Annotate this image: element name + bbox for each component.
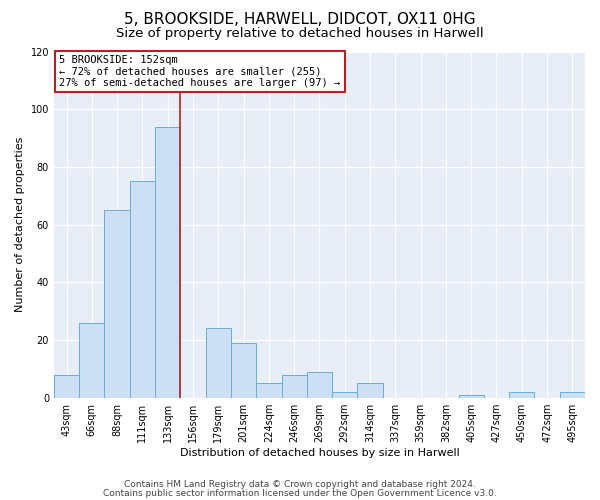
Bar	[231, 343, 256, 398]
Bar	[509, 392, 535, 398]
Bar	[104, 210, 130, 398]
Text: Size of property relative to detached houses in Harwell: Size of property relative to detached ho…	[116, 28, 484, 40]
Bar	[358, 384, 383, 398]
Bar	[307, 372, 332, 398]
Bar	[281, 374, 307, 398]
Text: Contains public sector information licensed under the Open Government Licence v3: Contains public sector information licen…	[103, 488, 497, 498]
Text: 5, BROOKSIDE, HARWELL, DIDCOT, OX11 0HG: 5, BROOKSIDE, HARWELL, DIDCOT, OX11 0HG	[124, 12, 476, 28]
Bar	[332, 392, 358, 398]
Bar	[560, 392, 585, 398]
Bar	[155, 126, 181, 398]
Bar	[79, 322, 104, 398]
Bar	[54, 374, 79, 398]
Bar	[256, 384, 281, 398]
Bar	[206, 328, 231, 398]
Bar	[458, 395, 484, 398]
Text: 5 BROOKSIDE: 152sqm
← 72% of detached houses are smaller (255)
27% of semi-detac: 5 BROOKSIDE: 152sqm ← 72% of detached ho…	[59, 55, 340, 88]
Text: Contains HM Land Registry data © Crown copyright and database right 2024.: Contains HM Land Registry data © Crown c…	[124, 480, 476, 489]
Bar	[130, 182, 155, 398]
Y-axis label: Number of detached properties: Number of detached properties	[15, 137, 25, 312]
X-axis label: Distribution of detached houses by size in Harwell: Distribution of detached houses by size …	[179, 448, 460, 458]
